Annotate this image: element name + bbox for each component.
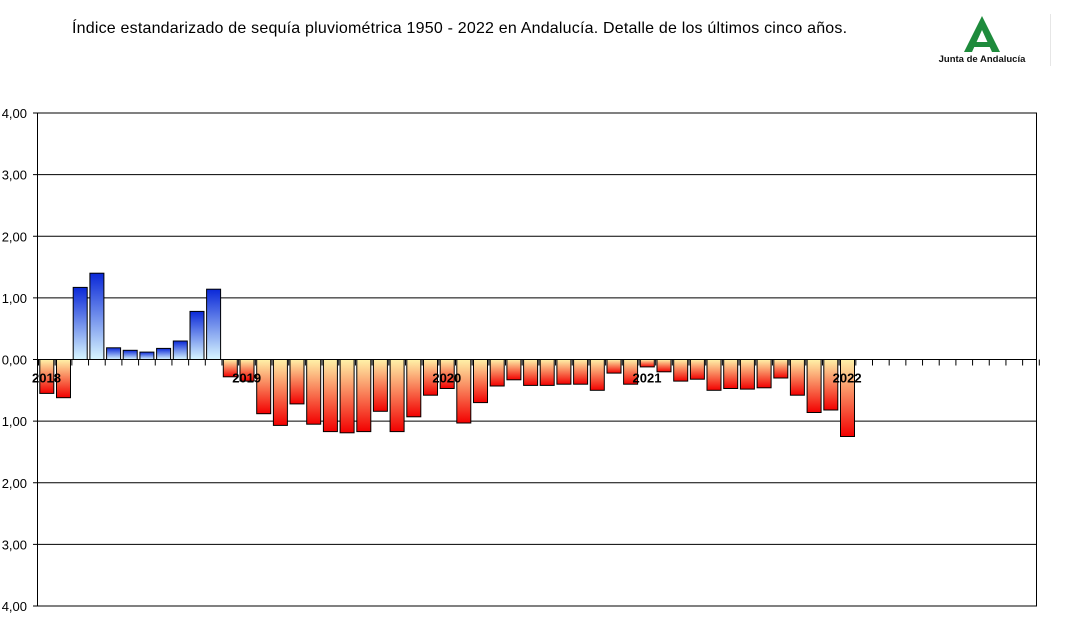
bar — [122, 349, 138, 360]
chart-title: Índice estandarizado de sequía pluviomét… — [72, 20, 848, 37]
x-year-label: 2020 — [432, 371, 461, 386]
zero-baseline — [38, 359, 1040, 366]
bar — [573, 359, 589, 385]
bar — [539, 359, 555, 386]
bar — [506, 359, 522, 381]
bar — [489, 359, 505, 387]
x-year-label: 2022 — [833, 371, 862, 386]
y-tick-label: 0,00 — [2, 353, 27, 368]
bar — [306, 359, 322, 425]
bar — [556, 359, 572, 385]
bar — [272, 359, 288, 426]
logo-text: Junta de Andalucía — [938, 54, 1026, 65]
bar — [473, 359, 488, 404]
x-year-label: 2018 — [32, 371, 61, 386]
bar — [189, 310, 205, 360]
bar — [406, 359, 422, 418]
bar — [256, 359, 272, 415]
bar — [523, 359, 539, 386]
bar — [289, 359, 305, 405]
y-tick-label: 3,00 — [2, 168, 27, 183]
bars-group — [39, 272, 855, 437]
bar — [456, 359, 472, 424]
bar — [639, 359, 655, 368]
bar — [739, 359, 755, 390]
bar — [172, 340, 188, 360]
y-tick-label: 4,00 — [2, 599, 27, 614]
bar — [372, 359, 388, 412]
junta-logo: Junta de Andalucía — [936, 14, 1028, 70]
x-year-label: 2021 — [633, 371, 662, 386]
bar — [89, 272, 105, 361]
bar — [356, 359, 372, 433]
bar — [706, 359, 722, 391]
andalucia-a-icon — [964, 16, 1000, 52]
y-tick-label: 3,00 — [2, 537, 27, 552]
bar — [723, 359, 739, 389]
x-year-label: 2019 — [232, 371, 261, 386]
bar — [156, 347, 172, 360]
y-tick-label: 4,00 — [2, 106, 27, 121]
bar — [206, 288, 222, 361]
bar — [689, 359, 705, 380]
axis-ticks: 4,00 3,00 2,00 1,00 0,00 1,00 2,00 3,00 4,00 2018… — [2, 106, 862, 614]
y-tick-label: 2,00 — [2, 229, 27, 244]
bar — [389, 359, 405, 433]
gridlines — [38, 174, 1036, 545]
bar — [673, 359, 689, 382]
plot-frame — [37, 112, 1037, 607]
y-tick-label: 1,00 — [2, 291, 27, 306]
bar — [756, 359, 772, 389]
bar — [789, 359, 805, 396]
logo-divider — [1050, 14, 1051, 66]
bar — [139, 351, 155, 361]
bar — [322, 359, 338, 433]
bar — [339, 359, 355, 434]
bar — [773, 359, 789, 379]
bar — [606, 359, 622, 374]
bar — [806, 359, 822, 413]
bar — [589, 359, 605, 391]
y-tick-label: 1,00 — [2, 414, 27, 429]
y-tick-label: 2,00 — [2, 476, 27, 491]
bar — [106, 347, 122, 360]
bar — [72, 286, 88, 360]
